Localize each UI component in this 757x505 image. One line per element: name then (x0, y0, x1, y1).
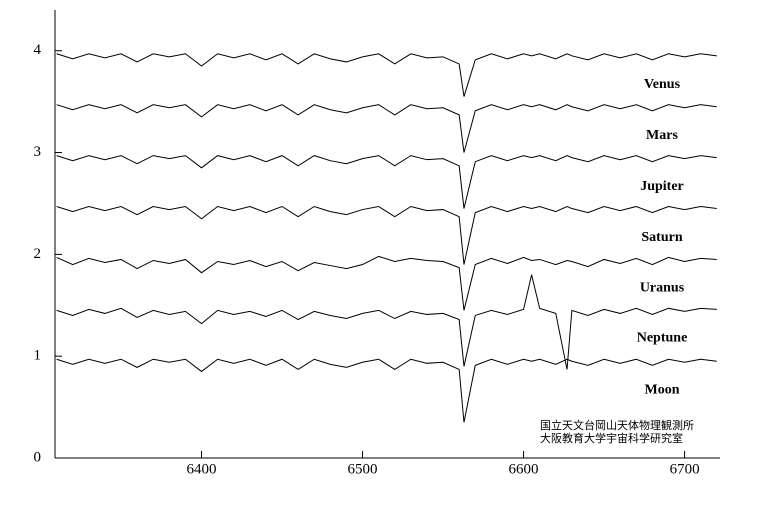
series-label: Saturn (641, 230, 682, 245)
series-label: Jupiter (640, 179, 684, 194)
y-tick-label: 1 (34, 348, 42, 364)
annotation: 大阪教育大学宇宙科学研究室 (540, 431, 683, 445)
series-label: Uranus (640, 281, 685, 296)
x-tick-label: 6500 (348, 461, 378, 477)
x-tick-label: 6700 (670, 461, 700, 477)
spectrum-line (56, 358, 717, 423)
spectrum-line (56, 155, 717, 209)
spectrum-line (56, 205, 717, 265)
x-tick-label: 6600 (509, 461, 539, 477)
y-tick-label: 0 (34, 449, 42, 465)
series-label: Moon (645, 382, 680, 397)
y-tick-label: 3 (34, 144, 42, 160)
y-tick-label: 4 (34, 42, 42, 58)
y-tick-label: 2 (34, 246, 42, 262)
spectrum-line (56, 104, 717, 153)
spectrum-line (56, 53, 717, 97)
x-tick-label: 6400 (187, 461, 217, 477)
spectrum-line (56, 255, 717, 311)
series-label: Neptune (637, 331, 688, 346)
spectrum-line (56, 274, 717, 370)
series-label: Mars (646, 128, 678, 143)
annotation: 国立天文台岡山天体物理観測所 (540, 418, 694, 432)
series-label: Venus (644, 77, 681, 92)
